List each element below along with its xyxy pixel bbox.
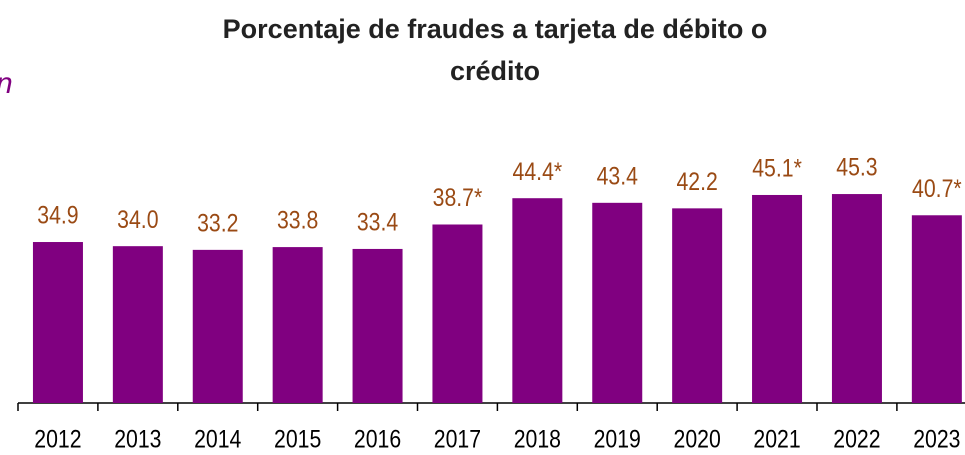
value-label: 38.7* — [433, 183, 483, 211]
value-label: 34.9 — [37, 201, 78, 229]
value-label: 34.0 — [117, 205, 158, 233]
bar — [192, 249, 243, 403]
value-label: 33.8 — [277, 206, 318, 234]
value-label: 42.2 — [676, 167, 717, 195]
x-tick-label: 2019 — [594, 425, 641, 453]
chart-title: Porcentaje de fraudes a tarjeta de débit… — [222, 14, 768, 86]
value-label: 44.4* — [513, 157, 563, 185]
bar — [112, 246, 163, 403]
bar — [831, 194, 882, 403]
bar — [32, 242, 83, 403]
value-label: 33.4 — [357, 208, 398, 236]
x-tick-label: 2021 — [753, 425, 800, 453]
x-tick-label: 2013 — [114, 425, 161, 453]
x-tick-label: 2016 — [354, 425, 401, 453]
value-label: 43.4 — [597, 162, 638, 190]
bar — [752, 194, 803, 403]
bar — [272, 247, 323, 403]
bar — [512, 198, 563, 403]
x-tick-label: 2012 — [34, 425, 81, 453]
x-tick-label: 2017 — [434, 425, 481, 453]
bar — [352, 248, 403, 403]
value-label: 33.2 — [197, 209, 238, 237]
value-label: 45.1* — [752, 154, 802, 182]
x-tick-label: 2023 — [913, 425, 960, 453]
bar — [592, 202, 643, 403]
x-tick-label: 2020 — [674, 425, 721, 453]
value-label: 45.3 — [836, 153, 877, 181]
x-tick-label: 2018 — [514, 425, 561, 453]
annotation: n — [0, 67, 13, 100]
x-tick-label: 2014 — [194, 425, 241, 453]
x-tick-label: 2022 — [833, 425, 880, 453]
bar — [672, 208, 723, 403]
bar — [911, 215, 962, 403]
x-tick-label: 2015 — [274, 425, 321, 453]
value-label: 40.7* — [912, 174, 962, 202]
bar — [432, 224, 483, 403]
